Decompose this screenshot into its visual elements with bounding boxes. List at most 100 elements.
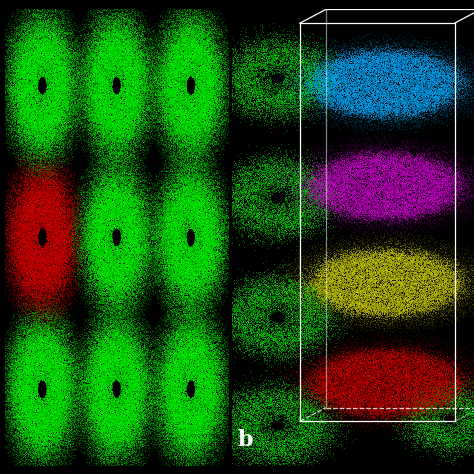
Point (101, 215, 109, 222)
Point (63, 109, 71, 117)
Point (27, 264, 35, 272)
Point (34, 261, 42, 269)
Point (190, 143, 197, 151)
Point (434, 201, 442, 209)
Point (308, 423, 315, 431)
Point (164, 97, 172, 104)
Point (100, 405, 108, 412)
Point (181, 56, 189, 64)
Point (182, 277, 190, 284)
Point (316, 168, 323, 176)
Point (128, 268, 136, 275)
Point (33, 100, 41, 108)
Point (183, 22, 191, 30)
Point (92, 403, 100, 410)
Point (20, 31, 27, 38)
Point (51, 439, 59, 447)
Point (179, 423, 186, 430)
Point (234, 296, 242, 304)
Point (49, 69, 56, 77)
Point (44, 290, 52, 298)
Point (28, 30, 36, 38)
Point (107, 175, 114, 182)
Point (26, 338, 33, 346)
Point (382, 58, 390, 66)
Point (450, 75, 458, 83)
Point (178, 270, 186, 277)
Point (79, 361, 87, 369)
Point (196, 171, 204, 179)
Point (367, 299, 374, 306)
Point (144, 193, 152, 201)
Point (159, 268, 167, 276)
Point (429, 360, 437, 367)
Point (406, 235, 413, 243)
Point (93, 235, 101, 242)
Point (398, 425, 405, 433)
Point (118, 106, 125, 114)
Point (208, 409, 216, 417)
Point (205, 259, 213, 267)
Point (312, 299, 320, 307)
Point (171, 118, 178, 126)
Point (78, 368, 86, 376)
Point (88, 42, 95, 50)
Point (103, 49, 110, 56)
Point (192, 70, 200, 78)
Point (186, 91, 193, 99)
Point (200, 248, 207, 256)
Point (384, 288, 392, 295)
Point (194, 358, 201, 365)
Point (94, 57, 101, 64)
Point (27, 404, 35, 411)
Point (413, 98, 421, 105)
Point (181, 287, 189, 294)
Point (179, 328, 186, 335)
Point (83, 198, 91, 205)
Point (259, 402, 267, 410)
Point (27, 47, 35, 55)
Point (318, 183, 325, 191)
Point (28, 402, 36, 410)
Point (191, 108, 198, 115)
Point (238, 412, 246, 419)
Point (161, 202, 169, 210)
Point (182, 243, 189, 251)
Point (133, 147, 140, 155)
Point (395, 110, 402, 118)
Point (313, 291, 321, 298)
Point (37, 328, 45, 335)
Point (178, 79, 185, 86)
Point (253, 386, 260, 393)
Point (328, 284, 336, 292)
Point (31, 448, 38, 456)
Point (287, 146, 295, 154)
Point (325, 182, 332, 190)
Point (130, 430, 138, 438)
Point (208, 104, 216, 111)
Point (356, 292, 364, 300)
Point (317, 151, 325, 159)
Point (375, 305, 383, 313)
Point (74, 38, 82, 46)
Point (207, 218, 214, 226)
Point (183, 143, 191, 151)
Point (110, 433, 118, 441)
Point (168, 89, 175, 97)
Point (28, 152, 36, 160)
Point (368, 258, 376, 266)
Point (46, 376, 54, 383)
Point (52, 44, 60, 52)
Point (46, 206, 54, 213)
Point (133, 245, 140, 253)
Point (222, 426, 229, 434)
Point (101, 195, 109, 202)
Point (81, 72, 88, 80)
Point (121, 251, 129, 259)
Point (208, 345, 216, 352)
Point (69, 216, 77, 223)
Point (38, 328, 46, 336)
Point (417, 357, 425, 365)
Point (321, 210, 329, 217)
Point (190, 413, 198, 420)
